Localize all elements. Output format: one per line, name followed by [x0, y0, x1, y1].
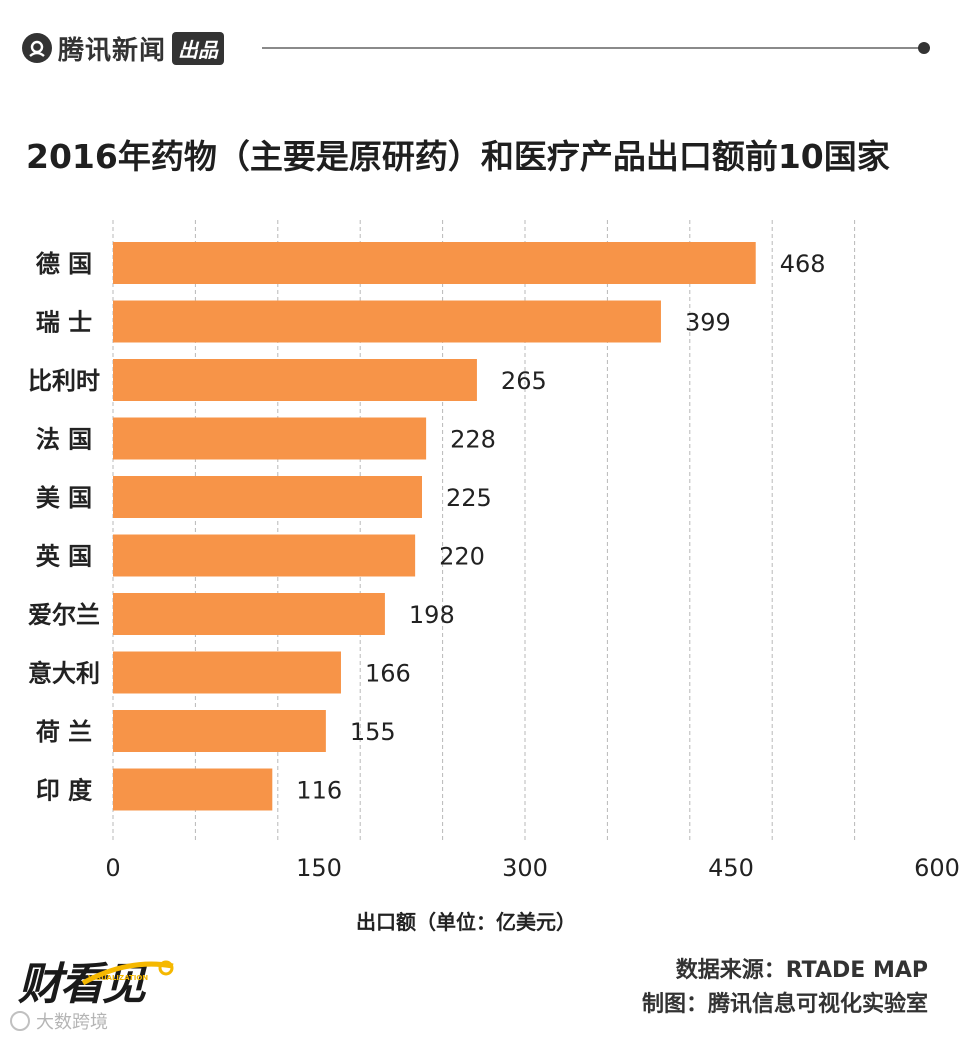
value-label: 220 — [439, 543, 485, 571]
logo-subtitle-text: VISUALIZATION — [88, 974, 148, 982]
x-tick-label: 300 — [502, 854, 548, 882]
brand-name: 腾讯新闻 — [58, 35, 167, 66]
bar — [113, 359, 477, 401]
bar — [113, 242, 756, 284]
bar — [113, 710, 326, 752]
bar — [113, 768, 273, 811]
brand-logo[interactable]: 腾讯新闻 出品 — [22, 28, 225, 68]
value-label: 228 — [450, 426, 496, 454]
x-tick-label: 450 — [708, 854, 754, 882]
x-tick-label: 150 — [296, 854, 342, 882]
value-label: 198 — [409, 601, 455, 629]
value-label: 155 — [350, 718, 396, 746]
category-label: 法 国 — [36, 426, 92, 454]
header-divider — [262, 47, 922, 49]
value-label: 225 — [446, 484, 492, 512]
category-label: 美 国 — [36, 484, 92, 512]
category-label: 英 国 — [36, 543, 92, 571]
category-label: 爱尔兰 — [28, 601, 100, 629]
value-label: 116 — [296, 777, 342, 805]
tencent-news-icon — [22, 33, 52, 63]
bar — [113, 651, 341, 694]
category-label: 比利时 — [28, 367, 100, 395]
value-label: 399 — [685, 309, 731, 337]
bar — [113, 534, 416, 577]
value-label: 468 — [780, 250, 826, 278]
category-label: 意大利 — [28, 660, 100, 688]
value-label: 265 — [501, 367, 547, 395]
watermark-text: 大数跨境 — [36, 1012, 108, 1033]
bar — [113, 593, 385, 635]
header-divider-dot — [918, 42, 930, 54]
bar-chart: 德 国 468 瑞 士 399 比利时 265 法 国 228 美 国 225 英 国 220 爱尔兰 1… — [28, 220, 960, 882]
category-label: 德 国 — [36, 250, 92, 278]
watermark: 大数跨境 — [10, 1008, 108, 1034]
value-label: 166 — [365, 660, 411, 688]
bar — [113, 476, 422, 518]
data-source: 数据来源：RTADE MAP — [675, 958, 928, 983]
category-label: 瑞 士 — [36, 309, 92, 337]
x-tick-label: 600 — [914, 854, 960, 882]
logo-subtitle: VISUALIZATION — [88, 974, 148, 982]
logo-swoosh-icon — [81, 960, 174, 986]
chart-title: 2016年药物（主要是原研药）和医疗产品出口额前10国家 — [26, 137, 890, 176]
header: 腾讯新闻 出品 — [0, 0, 960, 100]
category-label: 印 度 — [36, 777, 93, 805]
brand-tag: 出品 — [172, 31, 225, 65]
bar — [113, 417, 427, 460]
weibo-icon — [10, 1011, 30, 1031]
chart-maker: 制图：腾讯信息可视化实验室 — [641, 992, 928, 1017]
x-tick-label: 0 — [105, 854, 120, 882]
x-axis-title: 出口额（单位：亿美元） — [356, 910, 576, 934]
category-label: 荷 兰 — [36, 718, 92, 746]
caikanjian-logo: 财看见 VISUALIZATION — [18, 948, 174, 1010]
bar — [113, 300, 661, 343]
